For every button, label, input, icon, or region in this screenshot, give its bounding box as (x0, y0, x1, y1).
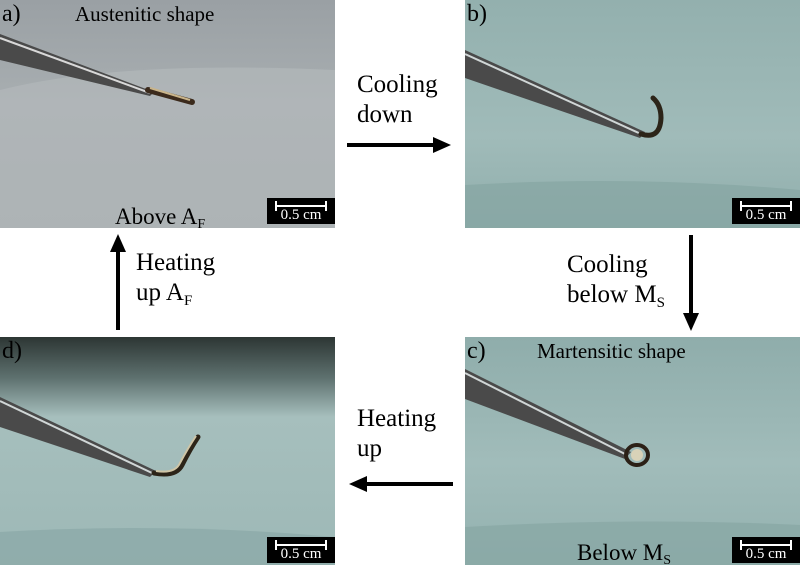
panel-c-letter: c) (467, 338, 486, 364)
panel-a-condition: Above AF (115, 204, 206, 228)
panel-a-scale-bar: 0.5 cm (267, 198, 335, 224)
panel-c-photo: c) Martensitic shape Below MS 0.5 cm (465, 337, 800, 565)
cooling-down-label: Cooling down (357, 71, 438, 128)
panel-c-condition: Below MS (577, 540, 672, 565)
panel-c-scale-bar: 0.5 cm (732, 537, 800, 563)
reheated-wire-photo (0, 337, 335, 565)
arrow-down-icon (683, 235, 699, 331)
panel-b-letter: b) (467, 1, 487, 27)
heating-up-af-label: Heating up AF (136, 249, 216, 309)
panel-c-title: Martensitic shape (537, 339, 686, 363)
panel-a-title: Austenitic shape (75, 2, 215, 26)
arrow-left-icon (349, 476, 453, 492)
panel-a-photo: a) Austenitic shape Above AF 0.5 cm (0, 0, 335, 228)
panel-a-letter: a) (2, 1, 21, 27)
panel-d-letter: d) (2, 338, 22, 364)
panel-b-scale-bar: 0.5 cm (732, 198, 800, 224)
martensitic-wire-photo (465, 337, 800, 565)
arrow-right-icon (347, 137, 451, 153)
panel-b-photo: b) 0.5 cm (465, 0, 800, 228)
austenitic-wire-photo (0, 0, 335, 228)
arrow-up-icon (110, 234, 126, 330)
heating-up-label: Heating up (357, 405, 437, 462)
cooling-below-ms-label: Cooling below MS (567, 251, 665, 311)
cooled-wire-photo (465, 0, 800, 228)
panel-d-scale-bar: 0.5 cm (267, 537, 335, 563)
panel-d-photo: d) 0.5 cm (0, 337, 335, 565)
